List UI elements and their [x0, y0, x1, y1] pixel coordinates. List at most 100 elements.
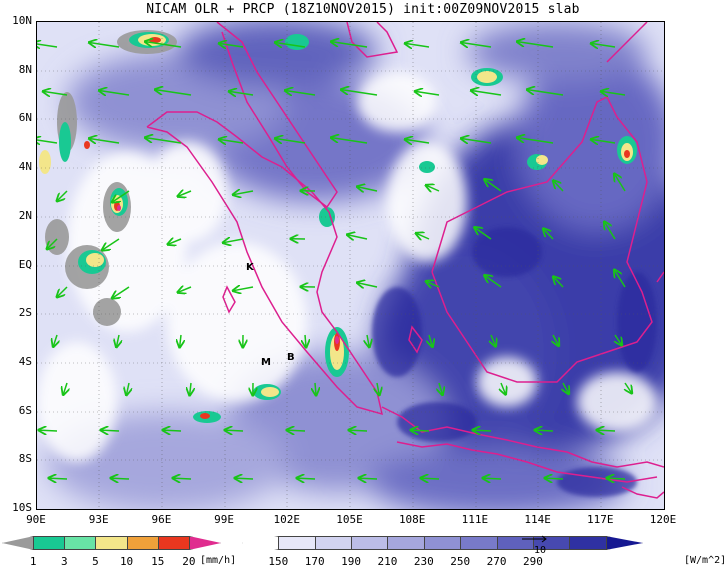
colorbar-tick: 10 — [119, 555, 134, 568]
colorbar-swatch — [314, 536, 353, 550]
wind-vector — [37, 139, 58, 143]
wind-vectors — [37, 42, 632, 479]
wind-vector — [180, 334, 181, 347]
lat-label: 4N — [18, 160, 32, 174]
colorbar-swatch — [95, 536, 128, 550]
olr-colorbar — [242, 536, 643, 550]
wind-vector — [37, 43, 58, 47]
lon-label: 90E — [26, 513, 46, 526]
wind-vector — [535, 430, 554, 431]
wind-vector — [225, 430, 244, 431]
wind-vector — [405, 43, 430, 47]
lon-label: 99E — [214, 513, 235, 526]
colorbar-swatch — [460, 536, 498, 550]
lat-label: 2N — [18, 208, 32, 222]
map-panel — [36, 21, 665, 510]
lat-label: 2S — [18, 306, 32, 320]
colorbar-swatch — [605, 536, 643, 550]
wind-vector — [285, 91, 316, 95]
colorbar-tick: 15 — [151, 555, 165, 568]
wind-vector — [545, 478, 564, 479]
lat-label: 8S — [18, 452, 32, 466]
wind-vector — [223, 239, 244, 243]
wind-vector — [275, 139, 306, 143]
lat-label: 6S — [18, 403, 32, 417]
map-canvas — [37, 22, 664, 509]
colorbar-tick: 1 — [29, 555, 37, 568]
lon-label: 114E — [524, 513, 551, 526]
wind-vector — [426, 185, 440, 191]
wind-vector — [601, 91, 626, 95]
colorbar-swatch — [188, 536, 221, 550]
wind-vector — [99, 91, 130, 95]
lat-label: 8N — [18, 62, 32, 76]
lon-label: 108E — [398, 513, 426, 526]
olr-field — [37, 22, 664, 509]
wind-vector — [416, 233, 430, 239]
wind-vector — [229, 91, 254, 95]
colorbar-swatch — [64, 536, 97, 550]
wind-vector — [607, 478, 626, 479]
colorbar-tick: 5 — [92, 555, 99, 568]
colorbar-tick: 170 — [304, 555, 325, 568]
lat-lon-grid — [37, 22, 664, 509]
colorbar-swatch — [351, 536, 389, 550]
wind-vector — [111, 478, 130, 479]
wind-vector — [563, 382, 569, 394]
wind-vector — [597, 430, 616, 431]
wind-vector — [485, 179, 502, 192]
colorbar-swatch — [278, 536, 316, 550]
wind-vector — [112, 190, 130, 202]
lon-label: 111E — [461, 513, 489, 526]
wind-vector — [357, 187, 378, 191]
colorbar-tick: 190 — [341, 555, 362, 568]
wind-vector — [331, 42, 368, 48]
lon-label: 120E — [649, 513, 677, 526]
wind-vector — [591, 43, 616, 47]
colorbar-swatch — [2, 536, 35, 550]
wind-vector — [491, 334, 496, 346]
lon-label: 93E — [88, 513, 109, 526]
wind-vector — [331, 138, 368, 144]
wind-vector — [297, 478, 316, 479]
wind-vector — [421, 478, 440, 479]
colorbar-tick: 270 — [486, 555, 507, 568]
colorbar-swatch — [242, 536, 280, 550]
wind-vector — [126, 382, 129, 395]
colorbar-swatch — [387, 536, 425, 550]
wind-vector — [429, 334, 432, 347]
wind-vector — [426, 281, 440, 287]
colorbar-tick: 210 — [377, 555, 398, 568]
wind-vector — [89, 139, 120, 143]
wind-vector — [517, 138, 554, 144]
wind-vector — [543, 229, 554, 240]
wind-vector — [475, 227, 492, 240]
colorbar-tick: 250 — [450, 555, 471, 568]
wind-vector — [57, 190, 68, 201]
wind-vector — [233, 287, 254, 291]
wind-vector — [473, 430, 492, 431]
wind-vector — [341, 90, 378, 96]
wind-vector — [57, 286, 68, 297]
wind-vector — [39, 430, 58, 431]
lat-label: 6N — [18, 111, 32, 125]
wind-vector — [49, 478, 68, 479]
wind-vector — [219, 139, 244, 143]
lon-label: 105E — [336, 513, 363, 526]
wind-vector — [461, 139, 492, 143]
wind-vector — [233, 191, 254, 195]
wind-vector — [168, 239, 182, 244]
wind-vector — [461, 43, 492, 47]
wind-vector — [47, 238, 58, 249]
lat-label: EQ — [18, 257, 32, 271]
reference-vector — [520, 530, 550, 550]
colorbar-swatch — [33, 536, 66, 550]
wind-vector — [235, 478, 254, 479]
wind-vector — [116, 334, 119, 347]
lat-label: 10S — [12, 501, 32, 514]
wind-vector — [43, 91, 68, 95]
map-title: NICAM OLR + PRCP (18Z10NOV2015) init:00Z… — [146, 2, 580, 17]
lon-label: 102E — [273, 513, 301, 526]
wind-vector — [102, 238, 120, 250]
lat-label: 4S — [18, 354, 32, 368]
